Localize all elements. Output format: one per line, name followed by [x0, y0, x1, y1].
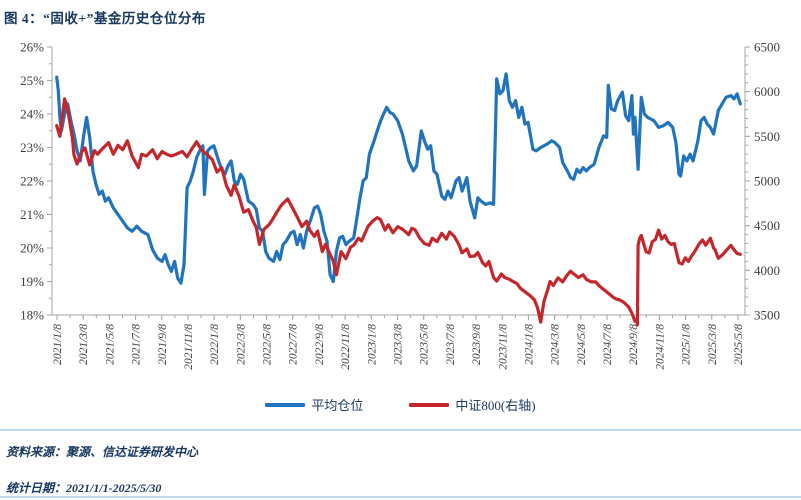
- chart-title: 图 4：“固收+”基金历史仓位分布: [4, 11, 206, 26]
- svg-text:2024/5/8: 2024/5/8: [576, 324, 588, 365]
- svg-text:4500: 4500: [754, 218, 780, 233]
- line-chart-canvas: 26% 25% 24% 23% 22% 21% 20% 19% 18% 6500 6000 5500 5…: [20, 40, 780, 370]
- footer-period-text: 统计日期：2021/1/1-2025/5/30: [6, 481, 162, 495]
- svg-text:2021/5/8: 2021/5/8: [104, 324, 116, 365]
- svg-text:2021/11/8: 2021/11/8: [183, 324, 195, 370]
- svg-text:21%: 21%: [20, 207, 44, 222]
- svg-text:2025/1/8: 2025/1/8: [681, 324, 693, 365]
- svg-text:2022/11/8: 2022/11/8: [340, 324, 352, 370]
- svg-text:5500: 5500: [754, 129, 780, 144]
- legend-label-average-position: 平均仓位: [311, 398, 364, 413]
- svg-text:4000: 4000: [754, 263, 780, 278]
- legend-item-average-position: 平均仓位: [265, 395, 363, 414]
- svg-text:5000: 5000: [754, 174, 780, 189]
- svg-text:2024/1/8: 2024/1/8: [523, 324, 535, 365]
- svg-text:6500: 6500: [754, 40, 780, 55]
- svg-text:18%: 18%: [20, 308, 44, 323]
- svg-text:2021/1/8: 2021/1/8: [52, 324, 64, 365]
- svg-text:2023/11/8: 2023/11/8: [497, 324, 509, 370]
- svg-text:2025/3/8: 2025/3/8: [707, 324, 719, 365]
- svg-text:6000: 6000: [754, 84, 780, 99]
- chart-legend: 平均仓位 中证800(右轴): [0, 395, 801, 414]
- svg-text:25%: 25%: [20, 73, 44, 88]
- svg-text:2022/3/8: 2022/3/8: [235, 324, 247, 365]
- svg-text:2021/3/8: 2021/3/8: [78, 324, 90, 365]
- svg-text:2022/1/8: 2022/1/8: [209, 324, 221, 365]
- svg-text:2022/5/8: 2022/5/8: [262, 324, 274, 365]
- svg-text:2024/3/8: 2024/3/8: [550, 324, 562, 365]
- footer-top-divider: [0, 429, 801, 431]
- svg-text:2025/5/8: 2025/5/8: [733, 324, 745, 365]
- svg-text:2024/11/8: 2024/11/8: [654, 324, 666, 370]
- svg-text:3500: 3500: [754, 308, 780, 323]
- footer-source-text: 资料来源：聚源、信达证券研发中心: [6, 445, 199, 459]
- svg-text:20%: 20%: [20, 241, 44, 256]
- svg-text:2023/3/8: 2023/3/8: [392, 324, 404, 365]
- svg-text:26%: 26%: [20, 40, 44, 55]
- svg-text:2021/7/8: 2021/7/8: [131, 324, 143, 365]
- svg-text:2024/7/8: 2024/7/8: [602, 324, 614, 365]
- svg-text:2023/7/8: 2023/7/8: [445, 324, 457, 365]
- legend-label-csi800: 中证800(右轴): [455, 398, 536, 413]
- svg-text:2021/9/8: 2021/9/8: [157, 324, 169, 365]
- svg-text:19%: 19%: [20, 274, 44, 289]
- legend-line-swatch-blue: [265, 402, 306, 407]
- svg-text:2022/9/8: 2022/9/8: [314, 324, 326, 365]
- svg-text:23%: 23%: [20, 140, 44, 155]
- svg-text:2023/5/8: 2023/5/8: [419, 324, 431, 365]
- svg-text:2024/9/8: 2024/9/8: [628, 324, 640, 365]
- footer-bottom-divider: [0, 496, 801, 498]
- svg-text:2023/1/8: 2023/1/8: [366, 324, 378, 365]
- svg-text:2023/9/8: 2023/9/8: [471, 324, 483, 365]
- svg-text:22%: 22%: [20, 174, 44, 189]
- legend-line-swatch-red: [409, 402, 450, 407]
- svg-text:24%: 24%: [20, 107, 44, 122]
- legend-item-csi800: 中证800(右轴): [409, 395, 536, 414]
- svg-text:2022/7/8: 2022/7/8: [288, 324, 300, 365]
